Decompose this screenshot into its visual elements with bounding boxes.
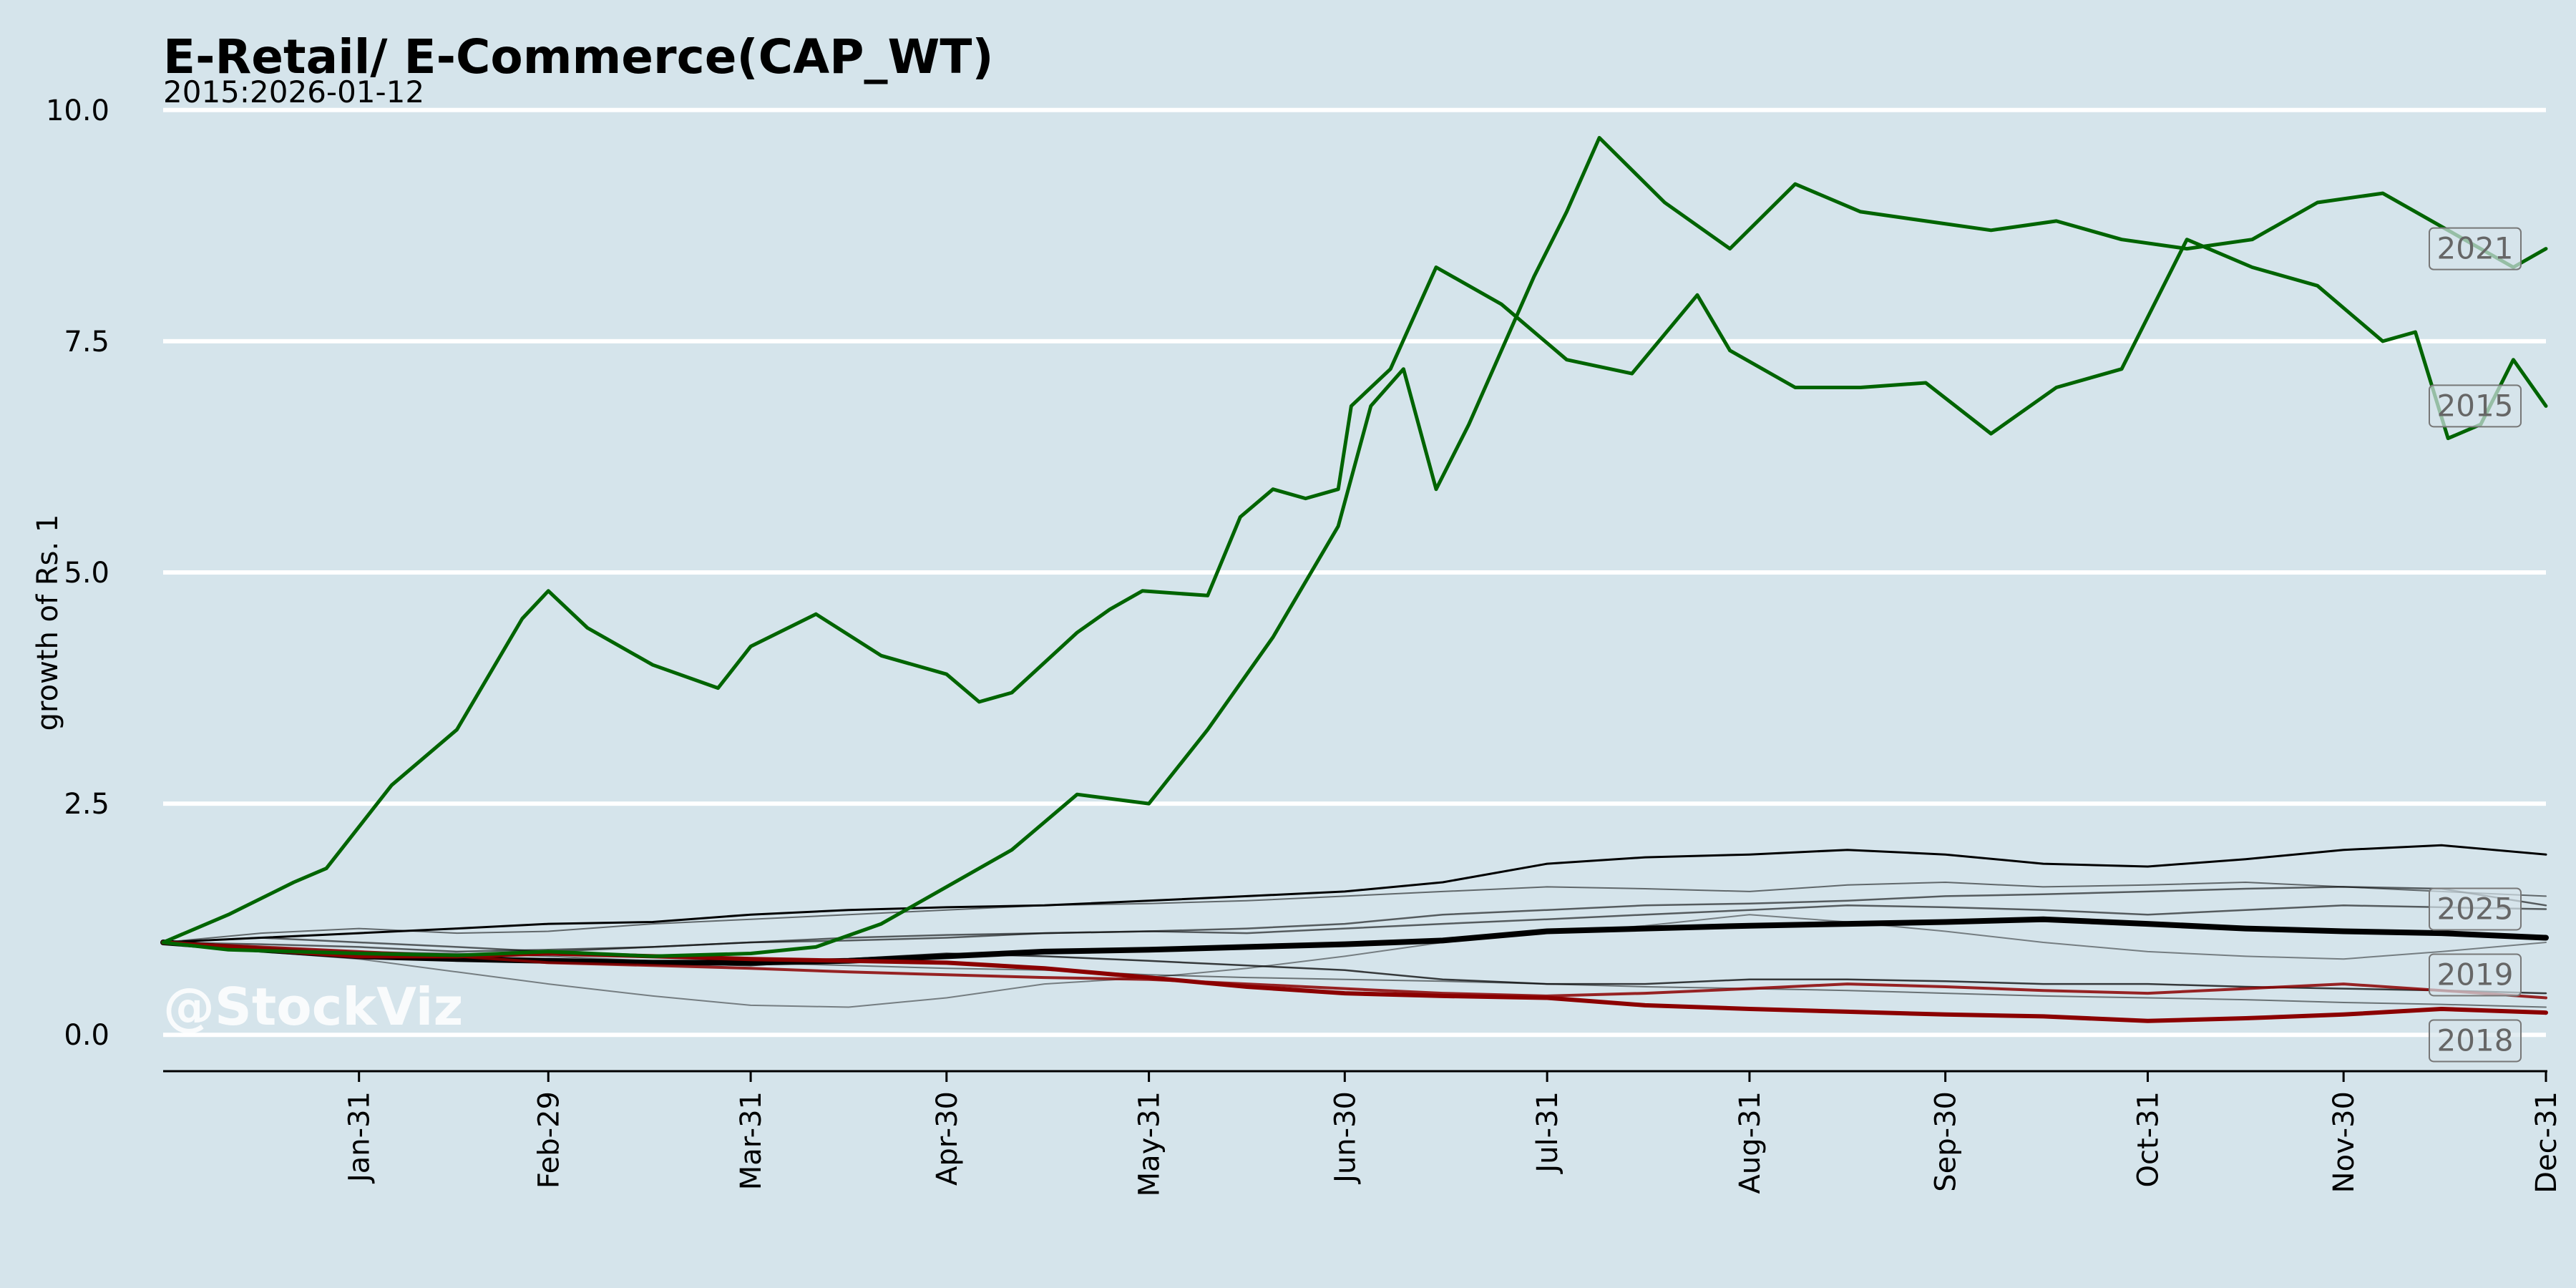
x-tick-label: Feb-29 [532, 1091, 565, 1189]
y-tick-label: 5.0 [64, 557, 109, 590]
series-line-2022b [162, 941, 2547, 1000]
x-tick-label: Dec-31 [2530, 1091, 2563, 1194]
series-end-labels: 2025 2019 2018 2021 2015 [2429, 227, 2522, 1063]
x-tick-label: May-31 [1133, 1091, 1166, 1196]
y-axis: 0.0 2.5 5.0 7.5 10.0 [46, 94, 109, 1052]
series-label: 2015 [2437, 388, 2514, 423]
series-label-box [2429, 1019, 2522, 1063]
series-label-box [2429, 384, 2522, 428]
series-line-2024 [162, 882, 2547, 943]
x-tick-label: Apr-30 [931, 1091, 964, 1186]
x-tick-label: Jun-30 [1329, 1091, 1362, 1185]
series-label: 2018 [2437, 1023, 2514, 1058]
y-tick-label: 0.0 [64, 1019, 109, 1052]
series-label-box [2429, 227, 2522, 270]
series-label: 2019 [2437, 957, 2514, 992]
x-tick-label: Jan-31 [343, 1091, 376, 1184]
y-tick-label: 10.0 [46, 94, 109, 127]
series-line-2023 [162, 942, 2547, 1008]
x-tick-label: Aug-31 [1734, 1091, 1767, 1194]
x-axis: Jan-31 Feb-29 Mar-31 Apr-30 May-31 Jun-30 Jul-… [343, 1071, 2563, 1196]
series-line-2019 [160, 916, 2549, 966]
series-line-2016 [162, 914, 2547, 1008]
series-line-2025 [162, 904, 2547, 953]
series-line-2015 [161, 238, 2548, 945]
chart-title: E-Retail/ E-Commerce(CAP_WT) [163, 29, 994, 84]
y-tick-label: 7.5 [64, 326, 109, 358]
series-line-2018 [161, 940, 2548, 1023]
grid [163, 107, 2546, 1038]
series-label-box [2429, 953, 2522, 997]
series-label: 2025 [2437, 891, 2514, 926]
series-label-box [2429, 887, 2522, 931]
series-line-2020 [162, 844, 2547, 944]
x-tick-label: Nov-30 [2328, 1091, 2361, 1193]
series-group [160, 136, 2549, 1023]
chart-subtitle: 2015:2026-01-12 [163, 74, 424, 109]
x-tick-label: Oct-31 [2132, 1091, 2165, 1188]
watermark: @StockViz [163, 977, 463, 1037]
x-tick-label: Sep-30 [1930, 1091, 1963, 1192]
series-line-2021 [161, 136, 2548, 958]
y-axis-label: growth of Rs. 1 [31, 514, 64, 731]
y-tick-label: 2.5 [64, 788, 109, 821]
series-label: 2021 [2437, 231, 2514, 266]
x-tick-label: Mar-31 [735, 1091, 768, 1190]
x-tick-label: Jul-31 [1531, 1091, 1564, 1175]
